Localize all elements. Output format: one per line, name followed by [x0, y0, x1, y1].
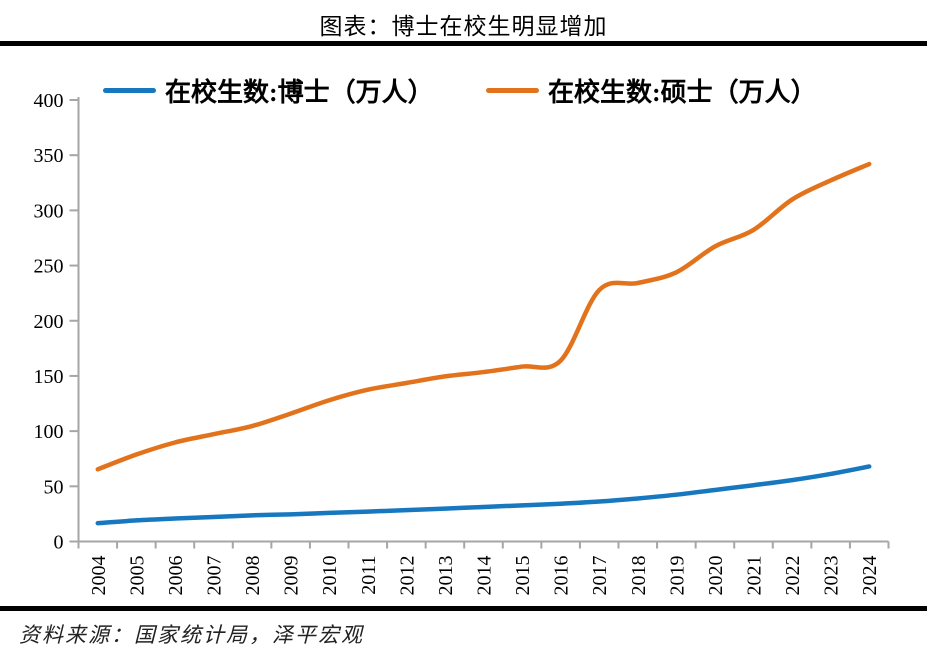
- x-tick-label: 2020: [705, 556, 727, 596]
- x-tick-label: 2014: [474, 556, 496, 596]
- x-tick-label: 2022: [782, 556, 804, 596]
- x-tick-label: 2018: [628, 556, 650, 596]
- x-tick-label: 2004: [88, 556, 110, 596]
- top-divider: [0, 41, 927, 46]
- master-line-swatch: [486, 88, 539, 93]
- y-tick-label: 400: [34, 90, 64, 112]
- y-tick-label: 250: [34, 256, 64, 278]
- x-tick-label: 2005: [126, 556, 148, 596]
- master-series-line: [95, 161, 872, 472]
- legend-item-master: 在校生数:硕士（万人）: [486, 72, 817, 109]
- x-tick-label: 2013: [435, 556, 457, 596]
- x-tick-label: 2009: [281, 556, 303, 596]
- y-tick-label: 0: [54, 532, 64, 554]
- x-tick-label: 2006: [165, 556, 187, 596]
- legend-label-master: 在校生数:硕士（万人）: [548, 78, 817, 107]
- bottom-divider: [0, 606, 927, 611]
- doctor-series-line: [95, 464, 872, 526]
- x-tick-label: 2011: [358, 556, 380, 595]
- x-tick-label: 2021: [744, 556, 766, 596]
- x-tick-label: 2010: [319, 556, 341, 596]
- x-tick-label: 2016: [551, 556, 573, 596]
- y-tick-label: 100: [34, 421, 64, 443]
- y-tick-label: 300: [34, 200, 64, 222]
- x-tick-label: 2024: [859, 556, 881, 596]
- x-tick-label: 2019: [666, 556, 688, 596]
- legend-label-doctor: 在校生数:博士（万人）: [165, 78, 434, 107]
- legend-item-doctor: 在校生数:博士（万人）: [103, 72, 434, 109]
- x-tick-label: 2008: [242, 556, 264, 596]
- x-tick-label: 2015: [512, 556, 534, 596]
- axes: [77, 97, 889, 543]
- y-tick-label: 150: [34, 366, 64, 388]
- y-tick-label: 200: [34, 311, 64, 333]
- x-tick-label: 2012: [396, 556, 418, 596]
- x-tick-label: 2023: [821, 556, 843, 596]
- y-tick-label: 350: [34, 145, 64, 167]
- y-tick-label: 50: [44, 476, 64, 498]
- doctor-line-swatch: [103, 88, 156, 93]
- x-tick-label: 2007: [204, 556, 226, 596]
- source-note: 资料来源：国家统计局，泽平宏观: [19, 623, 364, 647]
- chart-title: 图表：博士在校生明显增加: [319, 14, 608, 39]
- x-tick-label: 2017: [589, 556, 611, 596]
